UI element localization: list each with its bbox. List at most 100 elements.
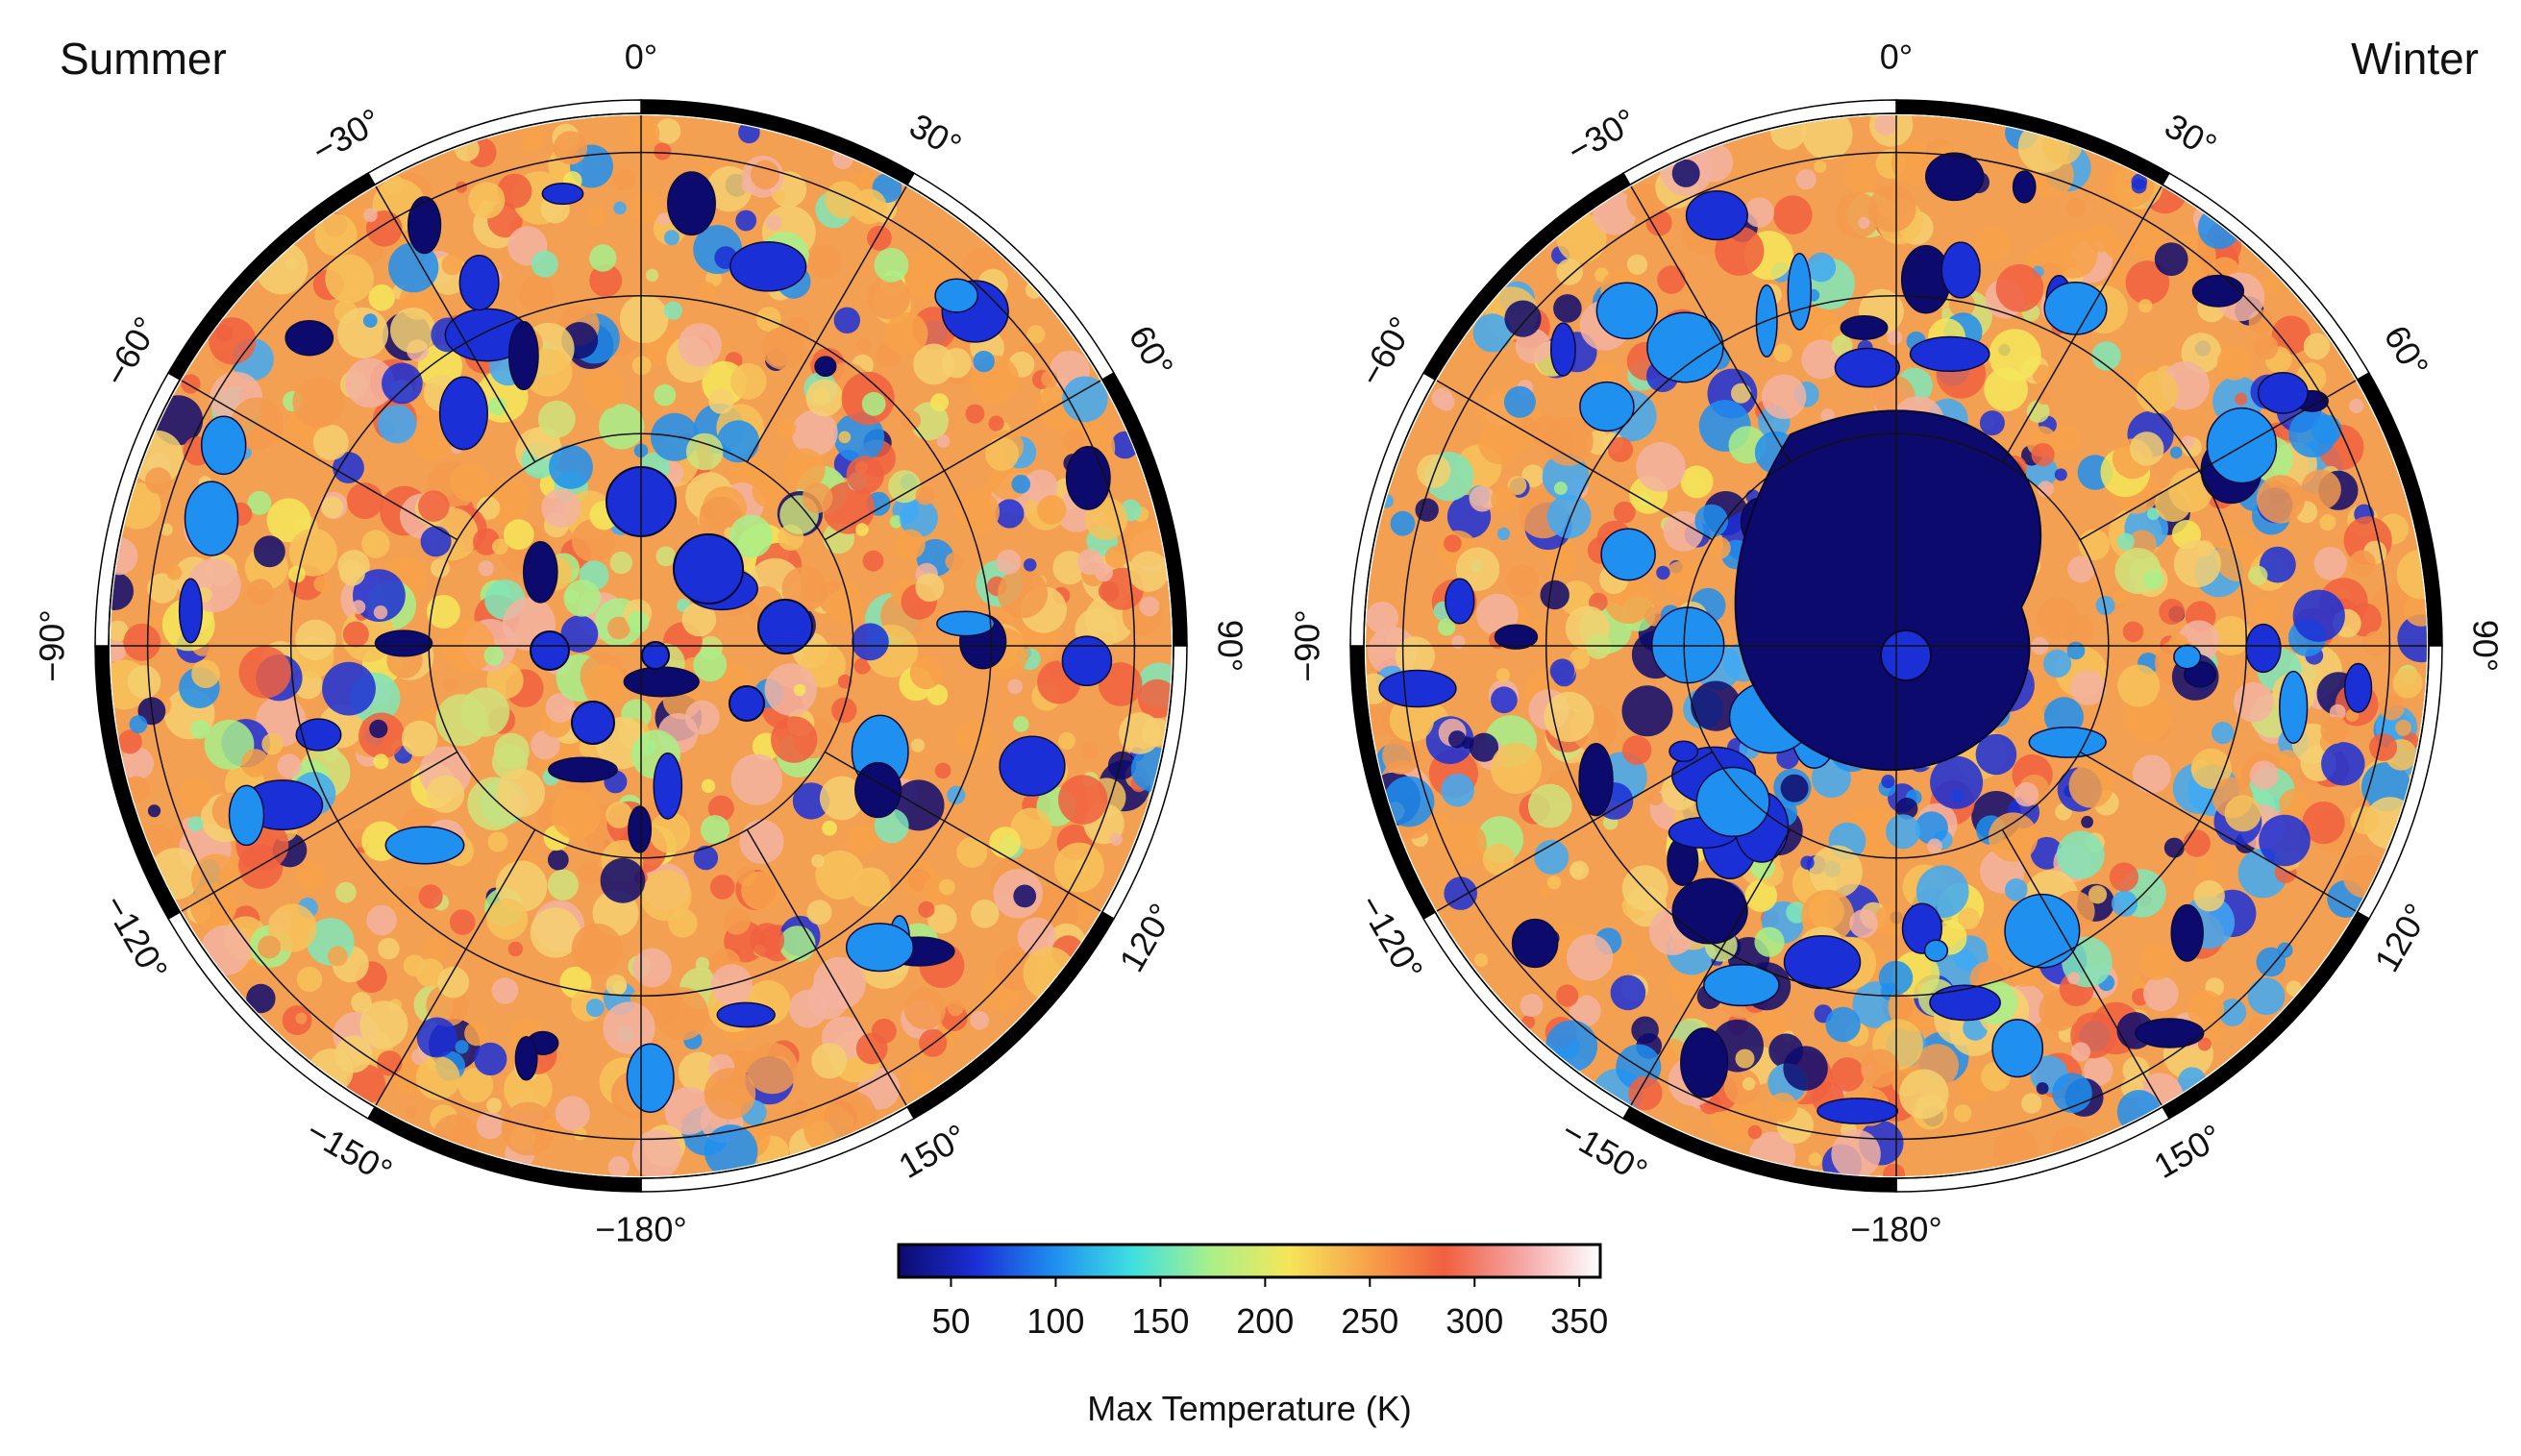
longitude-label: 120° (2366, 897, 2436, 978)
crater (1787, 253, 1813, 331)
crater (438, 376, 488, 451)
crater (541, 183, 584, 206)
crater (934, 278, 979, 313)
colorbar-gradient (897, 1243, 1602, 1279)
crater (1991, 1019, 2044, 1078)
crater (522, 540, 558, 604)
crater (374, 629, 433, 657)
crater (1668, 740, 1699, 763)
summer-panel-title: Summer (60, 34, 227, 84)
crater (1925, 152, 1985, 202)
crater (845, 923, 915, 973)
crater (1880, 629, 1932, 681)
longitude-label: −90° (1288, 609, 1327, 681)
crater (628, 805, 653, 853)
crater (458, 254, 500, 311)
crater (1923, 939, 1949, 962)
crater (999, 735, 1066, 797)
crater (653, 753, 683, 820)
meridian-line (2079, 380, 2357, 541)
meridian-line (824, 751, 1101, 912)
crater (1065, 446, 1111, 510)
crater (1578, 743, 1614, 817)
crater (184, 481, 239, 556)
crater (228, 784, 265, 847)
meridian-line (1630, 828, 1792, 1106)
crater (1579, 381, 1635, 432)
crater (1817, 1098, 1899, 1124)
crater (178, 578, 203, 644)
crater (2173, 644, 2202, 670)
meridian-line (1436, 751, 1714, 912)
crater (548, 756, 618, 783)
crater (2004, 893, 2081, 969)
polar-cold-trap (1734, 409, 2042, 772)
crater (1494, 624, 1539, 650)
longitude-label: −90° (33, 609, 72, 681)
meridian-line (2079, 751, 2357, 912)
longitude-label: 60° (1122, 319, 1182, 384)
crater (1840, 315, 1889, 340)
crater (2245, 623, 2282, 674)
crater (200, 415, 247, 476)
longitude-label: −30° (306, 100, 388, 170)
longitude-label: −60° (1350, 310, 1421, 393)
longitude-label: −60° (95, 310, 165, 393)
longitude-label: −180° (1850, 1210, 1941, 1249)
crater (2206, 407, 2278, 484)
longitude-label: 150° (892, 1116, 974, 1186)
crater (1703, 964, 1780, 1007)
colorbar-label: Max Temperature (K) (1087, 1389, 1412, 1428)
colorbar-tick-label: 250 (1341, 1301, 1398, 1341)
meridian-line (746, 185, 907, 463)
crater (936, 610, 996, 637)
crater (384, 826, 465, 865)
meridian-line (746, 828, 907, 1106)
meridian-line (1436, 380, 1714, 541)
crater (1909, 335, 1990, 373)
crater (626, 1043, 675, 1113)
longitude-label: 30° (903, 106, 969, 166)
longitude-label: 150° (2147, 1116, 2229, 1186)
crater (1549, 322, 1576, 377)
longitude-label: 90° (1210, 620, 1249, 672)
crater (1940, 241, 1981, 299)
colorbar-tick-label: 350 (1550, 1301, 1608, 1341)
crater (673, 533, 744, 605)
crater (514, 1036, 538, 1081)
crater (1378, 669, 1457, 708)
crater (284, 319, 334, 357)
longitude-label: 30° (2159, 106, 2224, 166)
winter-polar-map: 0°30°60°90°120°150°−180°−150°−120°−90°−6… (1288, 37, 2506, 1249)
winter-panel-title: Winter (2351, 34, 2479, 84)
crater (530, 630, 570, 671)
longitude-label: −30° (1561, 100, 1644, 170)
crater (716, 1001, 776, 1028)
meridian-line (2001, 185, 2163, 463)
crater (2012, 170, 2037, 204)
longitude-label: 60° (2377, 319, 2437, 384)
crater (2191, 274, 2245, 308)
meridian-line (181, 751, 458, 912)
colorbar-tick-label: 150 (1131, 1301, 1189, 1341)
meridian-line (375, 185, 536, 463)
longitude-label: 90° (2465, 620, 2505, 672)
summer-polar-map: 0°30°60°90°120°150°−180°−150°−120°−90°−6… (33, 37, 1250, 1249)
longitude-label: 0° (625, 37, 657, 77)
crater (295, 718, 342, 752)
crater (407, 196, 442, 255)
crater (854, 761, 902, 819)
crater (667, 171, 716, 236)
crater (1445, 578, 1475, 625)
crater (729, 685, 765, 722)
crater (1685, 190, 1748, 241)
meridian-line (181, 380, 458, 541)
crater (1671, 877, 1748, 945)
colorbar-tick-label: 100 (1026, 1301, 1084, 1341)
crater (2043, 282, 2108, 335)
crater (1511, 918, 1559, 969)
longitude-label: 0° (1880, 37, 1913, 77)
longitude-label: 120° (1111, 897, 1181, 978)
crater (757, 599, 813, 654)
